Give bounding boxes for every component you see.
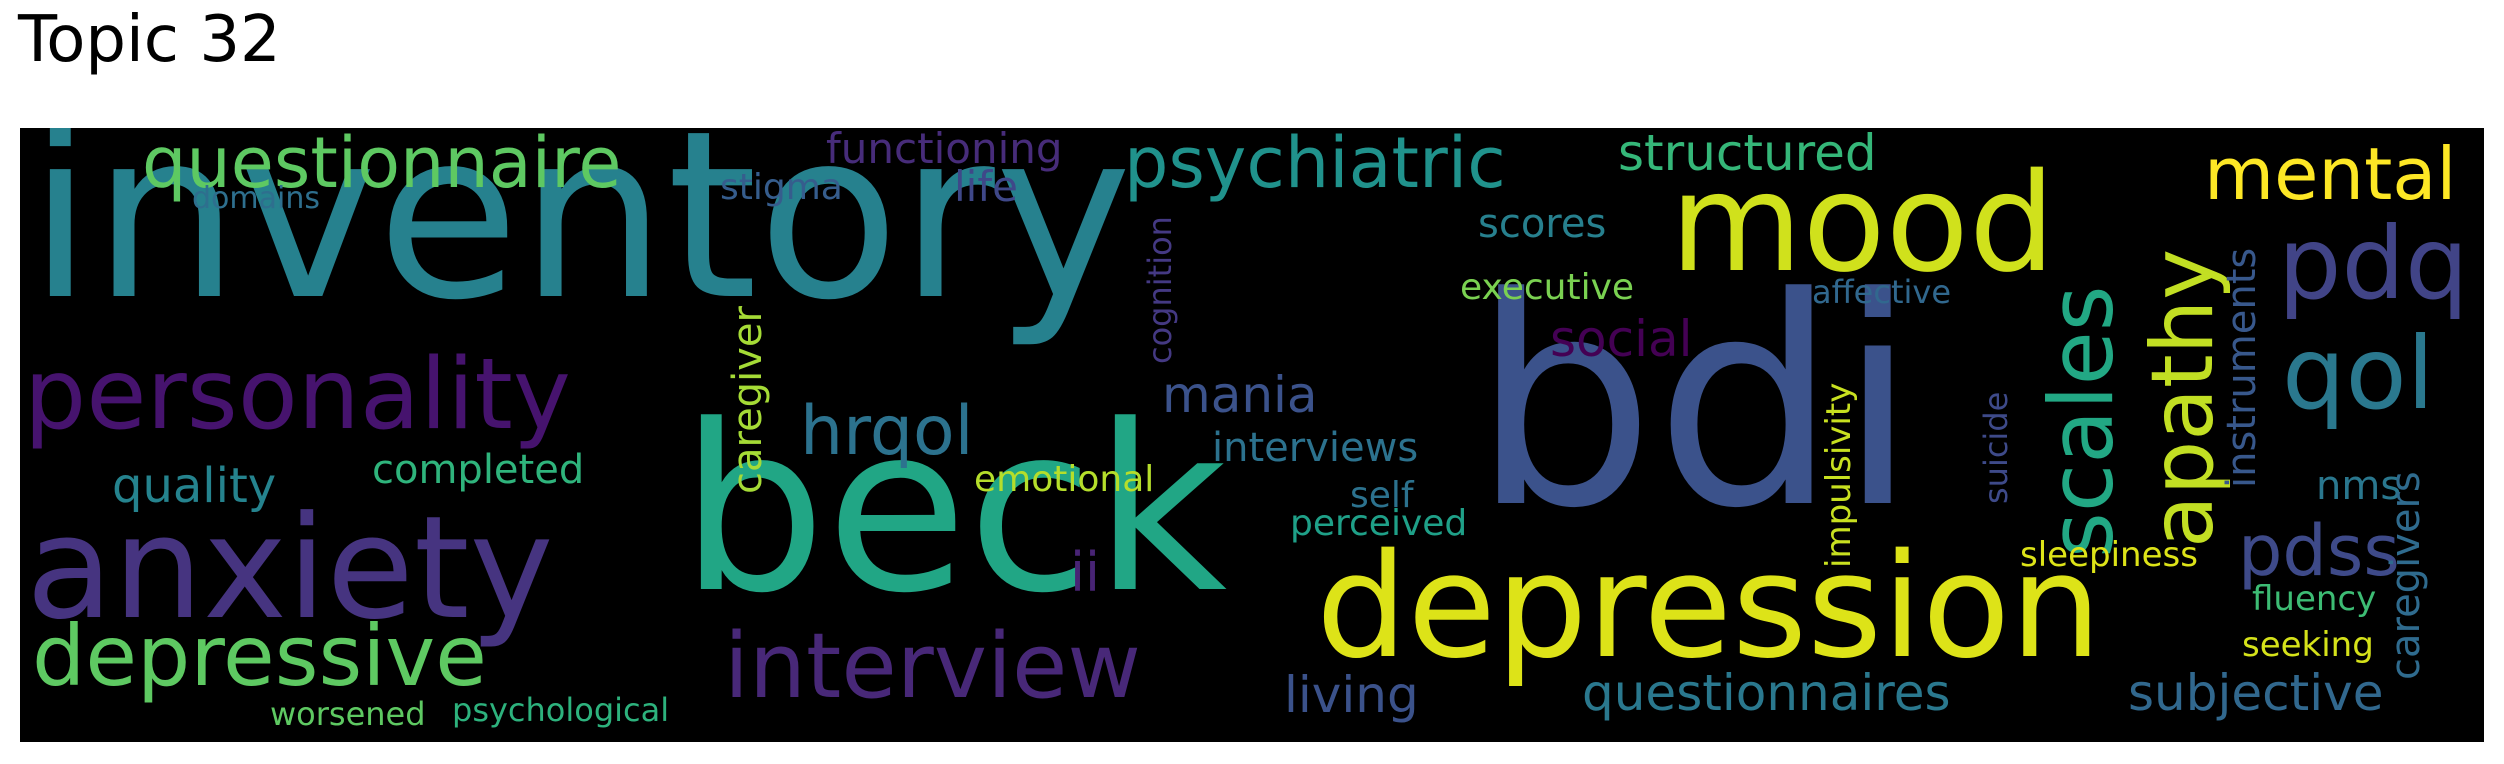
word-subjective: subjective [2128, 664, 2384, 722]
word-quality: quality [112, 458, 277, 514]
word-executive: executive [1460, 267, 1635, 308]
word-pdss: pdss [2238, 510, 2400, 592]
word-functioning: functioning [826, 128, 1063, 173]
word-emotional: emotional [974, 459, 1155, 500]
word-completed: completed [372, 447, 585, 493]
page-title: Topic 32 [18, 3, 281, 77]
word-bdi: bdi [1472, 236, 1918, 571]
word-fluency: fluency [2252, 579, 2377, 619]
word-questionnaire: questionnaire [142, 128, 622, 204]
word-domains: domains [192, 181, 320, 216]
word-sleepiness: sleepiness [2020, 535, 2198, 575]
word-structured: structured [1618, 128, 1877, 182]
word-cloud: inventory bdi beck depression anxiety mo… [20, 128, 2484, 742]
word-impulsivity: impulsivity [1819, 382, 1859, 568]
word-mental: mental [2204, 132, 2457, 216]
word-living: living [1284, 666, 1419, 724]
word-life: life [954, 162, 1018, 211]
word-interviews: interviews [1212, 425, 1419, 471]
word-cognition: cognition [1141, 216, 1179, 364]
word-questionnaires: questionnaires [1582, 664, 1951, 722]
word-caregivers: caregivers [2383, 471, 2429, 680]
word-affective: affective [1812, 273, 1951, 311]
word-scales: scales [2030, 285, 2133, 558]
word-ii: ii [1070, 541, 1101, 604]
word-personality: personality [24, 338, 571, 452]
word-caregiver: caregiver [725, 306, 771, 494]
word-psychiatric: psychiatric [1124, 128, 1506, 204]
word-psychological: psychological [452, 691, 670, 729]
word-perceived: perceived [1290, 503, 1468, 544]
word-worsened: worsened [270, 695, 426, 733]
word-interview: interview [724, 614, 1141, 719]
word-inventory: inventory [28, 128, 1133, 351]
word-pdq: pdq [2278, 205, 2469, 322]
word-suicide: suicide [1977, 391, 2015, 504]
word-seeking: seeking [2242, 625, 2374, 665]
word-depressive: depressive [32, 607, 487, 705]
word-stigma: stigma [720, 167, 843, 208]
word-anxiety: anxiety [26, 486, 554, 651]
word-apathy: apathy [2133, 248, 2233, 548]
word-mania: mania [1162, 366, 1318, 424]
word-nms: nms [2316, 463, 2402, 509]
word-depression: depression [1316, 522, 2102, 690]
word-scores: scores [1478, 201, 1607, 247]
word-beck: beck [680, 377, 1228, 644]
word-qol: qol [2282, 315, 2435, 432]
word-self: self [1350, 475, 1414, 516]
word-mood: mood [1670, 145, 2056, 303]
word-instruments: instruments [2219, 247, 2265, 488]
word-hrqol: hrqol [800, 392, 974, 471]
word-social: social [1550, 310, 1693, 368]
